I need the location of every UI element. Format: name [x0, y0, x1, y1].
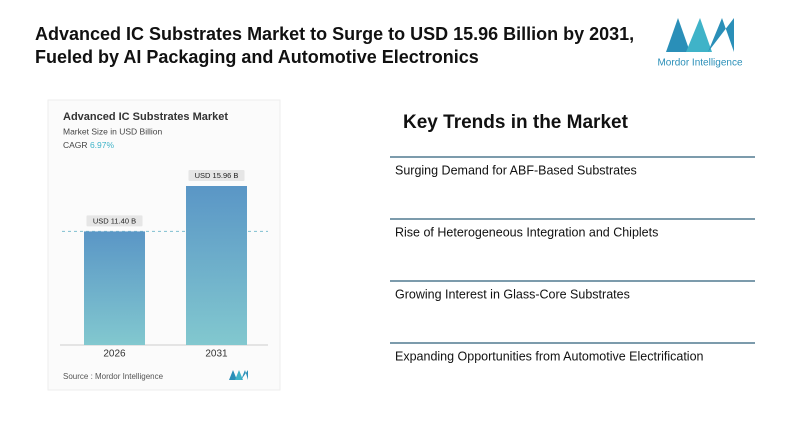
trends-title: Key Trends in the Market — [403, 112, 629, 133]
value-label: USD 11.40 B — [93, 216, 136, 225]
trend-item: Growing Interest in Glass-Core Substrate… — [395, 287, 630, 301]
trends: Surging Demand for ABF-Based Substrates R… — [390, 156, 755, 363]
cagr-label: CAGR — [63, 140, 88, 150]
bar — [186, 186, 247, 345]
trend-item: Rise of Heterogeneous Integration and Ch… — [395, 225, 658, 239]
logo — [666, 18, 734, 52]
chart-title: Advanced IC Substrates Market — [63, 111, 228, 123]
bars: USD 11.40 B 2026 USD 15.96 B 2031 — [62, 170, 268, 360]
chart-subtitle: Market Size in USD Billion — [63, 126, 162, 136]
logo-text: Mordor Intelligence — [657, 58, 742, 69]
cagr: CAGR 6.97% — [63, 140, 114, 150]
page-title: Advanced IC Substrates Market to Surge t… — [35, 24, 634, 44]
bar — [84, 231, 145, 345]
x-tick-label: 2026 — [103, 349, 126, 360]
cagr-value: 6.97% — [90, 140, 115, 150]
small-logo — [229, 370, 248, 380]
trend-item: Expanding Opportunities from Automotive … — [395, 349, 704, 363]
source: Source : Mordor Intelligence — [63, 372, 164, 381]
trend-item: Surging Demand for ABF-Based Substrates — [395, 163, 637, 177]
value-label-box — [86, 215, 143, 227]
page-title: Fueled by AI Packaging and Automotive El… — [35, 47, 479, 67]
value-label: USD 15.96 B — [195, 171, 239, 180]
x-tick-label: 2031 — [205, 349, 228, 360]
value-label-box — [188, 170, 245, 181]
